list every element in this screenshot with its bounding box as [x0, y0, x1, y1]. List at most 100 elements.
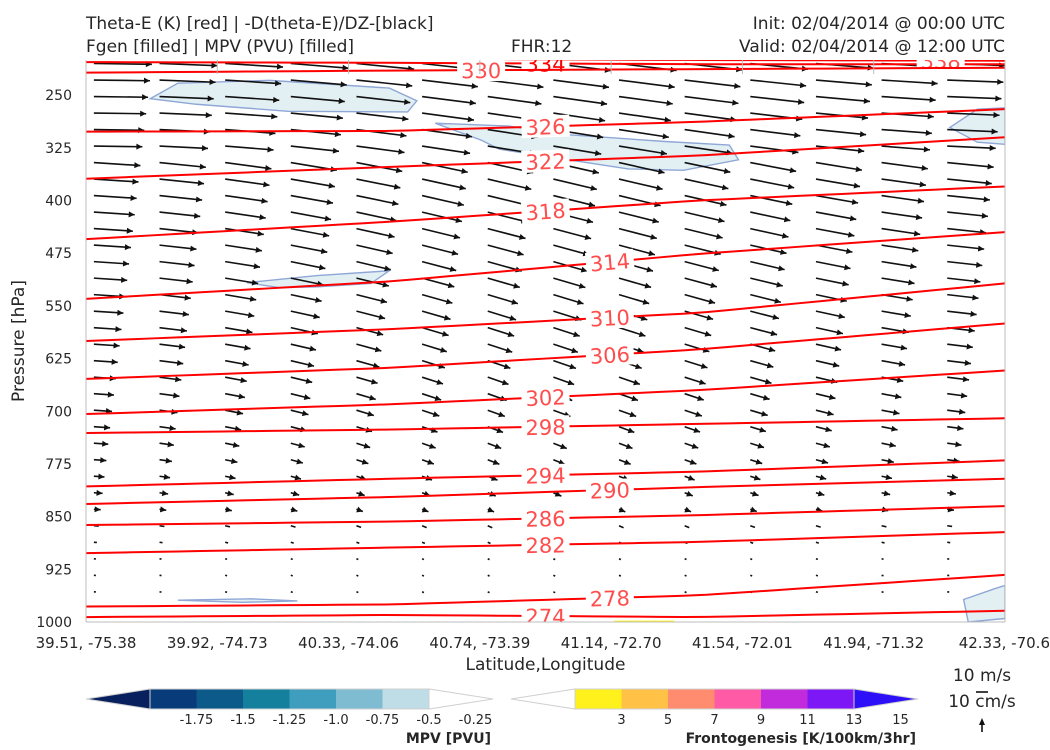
- wind-vector-head: [197, 180, 205, 187]
- wind-vector: [684, 112, 737, 121]
- wind-vector-head: [838, 313, 845, 320]
- wind-vector-head: [393, 183, 401, 190]
- wind-vector-head: [571, 347, 578, 354]
- wind-vector-head: [100, 457, 107, 464]
- wind-vector-head: [276, 63, 284, 70]
- wind-vector: [487, 591, 490, 594]
- wind-vector-head: [298, 442, 305, 449]
- y-tick-label: 850: [45, 510, 72, 526]
- wind-vector: [881, 79, 938, 85]
- wind-vector-head: [662, 133, 669, 140]
- wind-vector-head: [723, 168, 731, 174]
- y-tick-label: 625: [45, 352, 72, 368]
- wind-vector-head: [772, 314, 779, 320]
- wind-vector-head: [511, 299, 518, 305]
- theta-e-label: 302: [525, 385, 566, 411]
- wind-vector-head: [664, 116, 671, 123]
- wind-vector-head: [503, 363, 511, 370]
- wind-vector-head: [732, 99, 739, 106]
- wind-vector: [618, 79, 675, 88]
- contour-label-group: 338: [916, 60, 965, 74]
- wind-vector-head: [863, 97, 870, 104]
- y-tick-label: 400: [45, 194, 72, 210]
- wind-vector-head: [964, 359, 971, 366]
- y-tick-label: 700: [45, 404, 72, 420]
- wind-vector: [356, 591, 359, 594]
- wind-vector-head: [957, 425, 964, 432]
- mpv-colorbar-tick-label: -1.5: [230, 713, 255, 728]
- wind-vector: [159, 145, 209, 150]
- wind-vector: [225, 145, 274, 151]
- wind-vector: [225, 211, 266, 219]
- wind-vector-head: [517, 250, 524, 257]
- wind-vector: [947, 112, 1000, 117]
- init-time: Init: 02/04/2014 @ 00:00 UTC: [752, 14, 1005, 34]
- wind-vector-head: [98, 473, 105, 480]
- wind-vector-head: [113, 342, 120, 349]
- wind-vector: [947, 79, 1004, 83]
- wind-vector: [225, 112, 278, 118]
- wind-vector-head: [689, 459, 697, 465]
- wind-vector-head: [257, 230, 264, 237]
- wind-vector-head: [774, 297, 781, 304]
- wind-vector: [290, 591, 293, 594]
- wind-vector: [159, 211, 201, 218]
- contour-label-group: 330: [457, 60, 506, 83]
- wind-vector-head: [917, 197, 925, 204]
- wind-vector-head: [102, 440, 109, 447]
- wind-vector-head: [318, 264, 326, 271]
- ref-vector-vertical-head: [979, 718, 985, 725]
- wind-vector-head: [326, 199, 333, 205]
- wind-vector-head: [386, 249, 393, 255]
- wind-vector-head: [249, 295, 257, 302]
- wind-vector: [93, 227, 133, 232]
- wind-vector-head: [817, 490, 825, 497]
- wind-vector-head: [951, 473, 958, 480]
- wind-vector-head: [236, 409, 244, 416]
- wind-vector: [225, 244, 262, 252]
- theta-e-contour: [86, 322, 1005, 380]
- wind-vector: [618, 558, 622, 561]
- wind-vector-head: [193, 212, 201, 219]
- wind-vector-head: [167, 441, 174, 448]
- x-tick-label: 39.51, -75.38: [36, 634, 137, 652]
- wind-vector-head: [981, 212, 988, 219]
- wind-vector: [684, 178, 729, 190]
- wind-vector-head: [734, 82, 741, 89]
- wind-vector: [487, 574, 490, 577]
- wind-vector: [618, 244, 656, 256]
- wind-vector: [684, 211, 725, 223]
- contour-label-bg: [585, 586, 635, 610]
- wind-vector-head: [853, 182, 861, 189]
- wind-vector-head: [405, 82, 413, 89]
- mpv-colorbar-extend-high: [428, 688, 494, 710]
- wind-vector: [487, 178, 532, 191]
- wind-vector-head: [975, 261, 983, 268]
- wind-vector: [356, 541, 360, 545]
- wind-vector: [684, 227, 723, 239]
- wind-vector-head: [896, 377, 904, 384]
- wind-vector: [618, 145, 668, 155]
- wind-vector-head: [660, 149, 667, 156]
- wind-vector-head: [251, 279, 259, 286]
- theta-e-contour: [86, 573, 1005, 608]
- chart-title-line1: Theta-E (K) [red] | -D(theta-E)/DZ-[blac…: [86, 14, 434, 34]
- wind-vector: [618, 128, 669, 139]
- wind-vector-head: [750, 506, 757, 513]
- wind-vector-head: [567, 379, 575, 386]
- wind-vector-head: [324, 215, 332, 222]
- wind-vector-head: [642, 298, 650, 305]
- wind-vector: [947, 211, 989, 218]
- wind-vector-head: [987, 163, 994, 170]
- wind-vector-head: [949, 490, 956, 497]
- wind-vector: [159, 194, 203, 201]
- wind-vector-head: [629, 411, 637, 418]
- wind-vector-head: [968, 327, 975, 334]
- wind-vector-head: [600, 100, 608, 107]
- wind-vector-head: [966, 343, 973, 350]
- contour-label-group: 290: [585, 478, 635, 504]
- wind-vector-head: [955, 441, 962, 448]
- wind-vector-head: [301, 410, 309, 417]
- contour-label-group: 302: [521, 385, 570, 411]
- wind-vector-head: [906, 295, 913, 302]
